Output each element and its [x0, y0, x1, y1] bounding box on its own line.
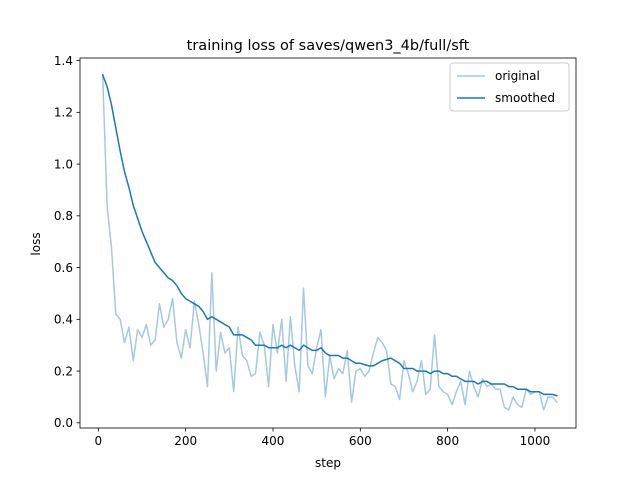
y-tick-label: 1.0 — [54, 157, 73, 171]
x-tick-label: 600 — [349, 434, 372, 448]
chart-title: training loss of saves/qwen3_4b/full/sft — [187, 38, 470, 54]
y-axis: 0.0 0.2 0.4 0.6 0.8 1.0 1.2 1.4 — [54, 54, 80, 430]
x-tick-label: 200 — [174, 434, 197, 448]
legend-label-original: original — [495, 69, 540, 83]
y-tick-label: 0.4 — [54, 313, 73, 327]
legend-box — [449, 62, 570, 112]
x-axis: 0 200 400 600 800 1000 — [95, 428, 551, 448]
plot-frame — [79, 57, 577, 429]
y-axis-label: loss — [29, 232, 43, 255]
series-layer — [101, 73, 558, 411]
legend-label-smoothed: smoothed — [495, 91, 555, 105]
x-tick-label: 0 — [95, 434, 103, 448]
y-tick-label: 1.4 — [54, 54, 73, 68]
y-tick-label: 0.6 — [54, 261, 73, 275]
x-tick-label: 1000 — [520, 434, 551, 448]
x-axis-label: step — [315, 456, 341, 470]
legend: original smoothed — [449, 62, 570, 112]
y-tick-label: 0.2 — [54, 364, 73, 378]
y-tick-label: 0.0 — [54, 416, 73, 430]
series-line-smoothed — [101, 73, 558, 397]
x-tick-label: 800 — [436, 434, 459, 448]
x-tick-label: 400 — [262, 434, 285, 448]
y-tick-label: 0.8 — [54, 209, 73, 223]
y-tick-label: 1.2 — [54, 106, 73, 120]
